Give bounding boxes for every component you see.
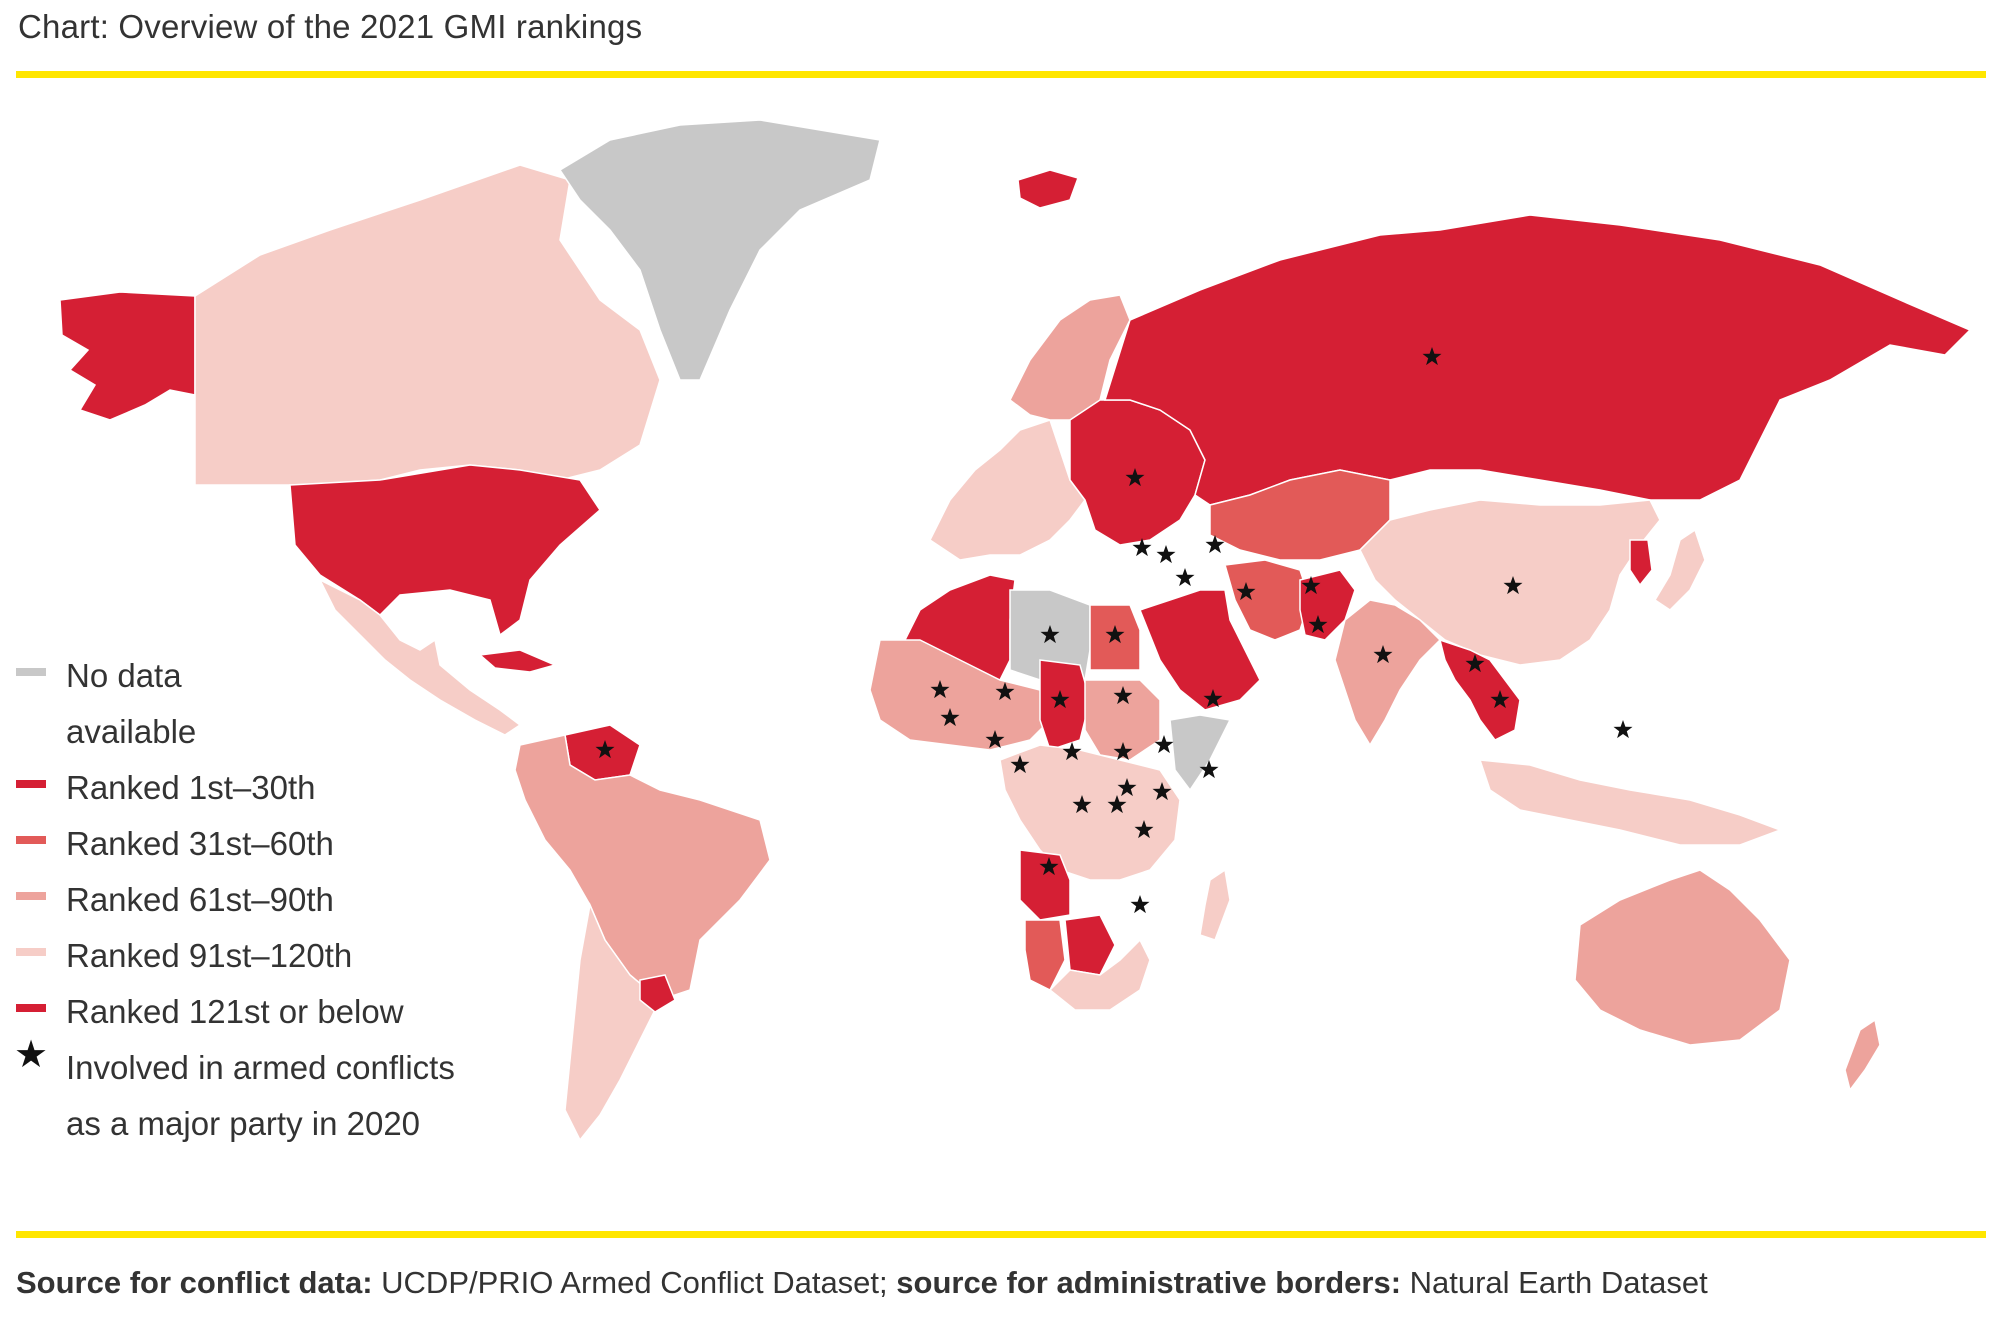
region-myanmar-and-indochina (1438, 638, 1521, 741)
legend-label: Ranked 121st or below (66, 993, 404, 1030)
region-new-zealand (1844, 1018, 1881, 1092)
conflict-star-icon (930, 680, 950, 699)
legend-label: Involved in armed conflicts as a major p… (66, 1049, 455, 1142)
conflict-star-icon (985, 730, 1005, 749)
conflict-star-icon (1422, 347, 1442, 366)
region-madagascar (1199, 868, 1231, 941)
conflict-star-icon (595, 740, 615, 759)
conflict-star-icon (940, 708, 960, 727)
conflict-star-icon (1130, 895, 1150, 914)
source-note: Source for conflict data: UCDP/PRIO Arme… (16, 1265, 1708, 1301)
conflict-star-icon (995, 682, 1015, 701)
conflict-star-icon (1040, 625, 1060, 644)
source-text-borders: Natural Earth Dataset (1401, 1265, 1708, 1300)
region-india (1334, 599, 1442, 747)
conflict-star-icon (1373, 645, 1393, 664)
conflict-star-icon (1132, 538, 1152, 557)
region-japan (1653, 528, 1706, 611)
conflict-star-icon (1465, 654, 1485, 673)
source-label-borders: source for administrative borders: (896, 1265, 1402, 1300)
conflict-star-icon (1113, 742, 1133, 761)
conflict-star-icon (1072, 795, 1092, 814)
conflict-star-icon (1152, 782, 1172, 801)
region-korea (1629, 539, 1653, 587)
region-namibia (1024, 919, 1066, 992)
legend-label: No data available (66, 657, 197, 750)
region-south-america (514, 734, 771, 1001)
region-canada (194, 164, 661, 486)
conflict-star-icon (1125, 468, 1145, 487)
conflict-star-icon (1113, 686, 1133, 705)
legend-swatch-rank-1-30 (16, 780, 46, 788)
page-title: Chart: Overview of the 2021 GMI rankings (18, 8, 643, 45)
legend-swatch-rank-31-60 (16, 836, 46, 844)
conflict-star-icon (1105, 625, 1125, 644)
legend-label: Ranked 1st–30th (66, 769, 316, 806)
region-iran (1224, 559, 1311, 641)
region-western-europe (929, 419, 1086, 561)
region-angola (1019, 849, 1071, 921)
conflict-star-icon (1199, 760, 1219, 779)
conflict-star-icon (1107, 795, 1127, 814)
conflict-star-icon (1205, 535, 1225, 554)
legend-label: Ranked 61st–90th (66, 881, 334, 918)
conflict-markers (595, 347, 1633, 914)
region-southeast-asia (1478, 759, 1783, 846)
star-icon: ★ (14, 1034, 49, 1076)
region-somalia (1169, 714, 1232, 792)
conflict-star-icon (1308, 615, 1328, 634)
conflict-star-icon (1050, 690, 1070, 709)
legend-swatch-rank-91-120 (16, 948, 46, 956)
region-botswana (1064, 914, 1116, 976)
bottom-rule (16, 1231, 1986, 1238)
region-mexico-and-central-america (318, 578, 522, 736)
region-iceland (1017, 169, 1079, 209)
legend-swatch-rank-61-90 (16, 892, 46, 900)
top-rule (16, 71, 1986, 78)
region-australia (1574, 869, 1791, 1046)
conflict-star-icon (1236, 582, 1256, 601)
conflict-star-icon (1490, 690, 1510, 709)
conflict-star-icon (1613, 720, 1633, 739)
conflict-star-icon (1503, 576, 1523, 595)
region-uruguay (639, 974, 676, 1013)
conflict-star-icon (1175, 568, 1195, 587)
region-middle-east (1139, 589, 1261, 711)
legend-swatch-no-data (16, 668, 46, 676)
region-central-africa (999, 744, 1181, 881)
world-map (59, 119, 1972, 1142)
region-chad (1039, 659, 1091, 751)
region-scandinavia (1009, 294, 1131, 421)
legend-label: Ranked 31st–60th (66, 825, 334, 862)
region-sudan (1084, 679, 1161, 761)
conflict-star-icon (1062, 742, 1082, 761)
legend-label: Ranked 91st–120th (66, 937, 353, 974)
source-text-conflict: UCDP/PRIO Armed Conflict Dataset; (372, 1265, 897, 1300)
conflict-star-icon (1203, 689, 1223, 708)
region-cuba (478, 649, 558, 673)
conflict-star-icon (1154, 735, 1174, 754)
region-greenland (558, 119, 881, 381)
conflict-star-icon (1117, 778, 1137, 797)
region-alaska (59, 291, 196, 421)
conflict-star-icon (1010, 755, 1030, 774)
conflict-star-icon (1301, 576, 1321, 595)
legend-swatch-rank-121-below (16, 1004, 46, 1012)
region-russia (1103, 214, 1972, 506)
map-regions (59, 119, 1972, 1142)
conflict-star-icon (1134, 820, 1154, 839)
source-label-conflict: Source for conflict data: (16, 1265, 373, 1300)
region-southern-africa (1048, 938, 1151, 1011)
region-argentina-and-chile (564, 902, 661, 1142)
conflict-star-icon (1156, 545, 1176, 564)
conflict-star-icon (1039, 857, 1059, 876)
region-sahel (869, 639, 1051, 751)
